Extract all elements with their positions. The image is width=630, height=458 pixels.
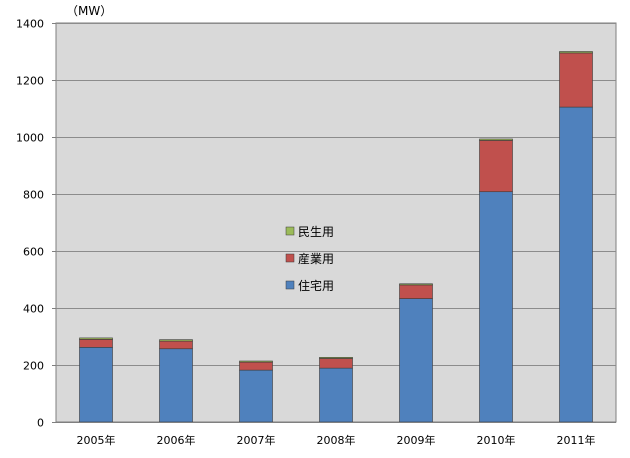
y-tick-label: 1000 bbox=[16, 132, 44, 145]
y-tick-label: 1400 bbox=[16, 18, 44, 31]
x-tick-label: 2011年 bbox=[557, 433, 596, 447]
bar-segment bbox=[399, 298, 433, 423]
x-tick-label: 2005年 bbox=[77, 433, 116, 447]
legend-swatch bbox=[285, 253, 295, 263]
y-tick-label: 0 bbox=[37, 417, 44, 430]
y-tick-label: 600 bbox=[23, 246, 44, 259]
bar-segment bbox=[559, 106, 593, 423]
bar-segment bbox=[399, 283, 433, 286]
y-unit-label: （MW） bbox=[66, 4, 112, 18]
y-tick-label: 1200 bbox=[16, 75, 44, 88]
x-tick-label: 2007年 bbox=[237, 433, 276, 447]
bar-segment bbox=[399, 284, 433, 299]
bar-segment bbox=[559, 51, 593, 54]
bar-segment bbox=[79, 347, 113, 423]
bar-segment bbox=[319, 367, 353, 423]
bar-segment bbox=[239, 361, 273, 371]
x-axis-tick-labels: 2005年 2006年 2007年 2008年 2009年 2010年 2011年 bbox=[77, 433, 596, 447]
bar-segment bbox=[159, 340, 193, 350]
y-tick-label: 800 bbox=[23, 189, 44, 202]
x-tick-label: 2006年 bbox=[157, 433, 196, 447]
bar-segment bbox=[319, 358, 353, 369]
bar-segment bbox=[239, 360, 273, 363]
bar-segment bbox=[559, 52, 593, 108]
bar-segment bbox=[479, 191, 513, 423]
x-tick-label: 2008年 bbox=[317, 433, 356, 447]
bar-segment bbox=[159, 348, 193, 423]
bar-segment bbox=[239, 369, 273, 423]
legend-swatch bbox=[285, 280, 295, 290]
bars bbox=[79, 51, 593, 423]
legend-swatch bbox=[285, 226, 295, 236]
x-tick-label: 2010年 bbox=[477, 433, 516, 447]
plot-area bbox=[55, 22, 617, 423]
y-tick-label: 400 bbox=[23, 303, 44, 316]
bar-segment bbox=[79, 337, 113, 340]
gridlines bbox=[56, 23, 616, 366]
x-tick-label: 2009年 bbox=[397, 433, 436, 447]
legend-label: 民生用 bbox=[298, 225, 334, 239]
bar-segment bbox=[79, 339, 113, 348]
bar-segment bbox=[479, 138, 513, 141]
legend-label: 産業用 bbox=[298, 251, 334, 266]
bar-segment bbox=[479, 140, 513, 193]
bar-segment bbox=[159, 339, 193, 342]
y-axis-tick-labels: 0 200 400 600 800 1000 1200 1400 bbox=[16, 18, 56, 430]
y-tick-label: 200 bbox=[23, 360, 44, 373]
legend-label: 住宅用 bbox=[298, 278, 334, 293]
bar-segment bbox=[319, 357, 353, 359]
